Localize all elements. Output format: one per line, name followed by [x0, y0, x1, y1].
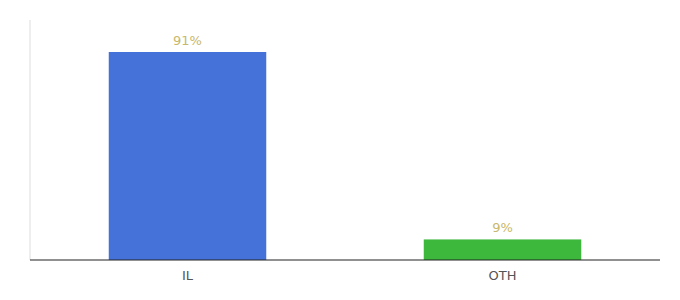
y-axis-line — [30, 20, 31, 260]
data-label: 91% — [173, 33, 202, 48]
bar — [424, 239, 582, 260]
data-label: 9% — [492, 220, 513, 235]
x-tick-label: OTH — [489, 268, 517, 283]
bar — [109, 52, 267, 260]
x-tick-label: IL — [182, 268, 194, 283]
bars — [109, 52, 582, 260]
chart: IL OTH 91% 9% — [0, 0, 680, 300]
x-axis-line — [30, 259, 660, 260]
